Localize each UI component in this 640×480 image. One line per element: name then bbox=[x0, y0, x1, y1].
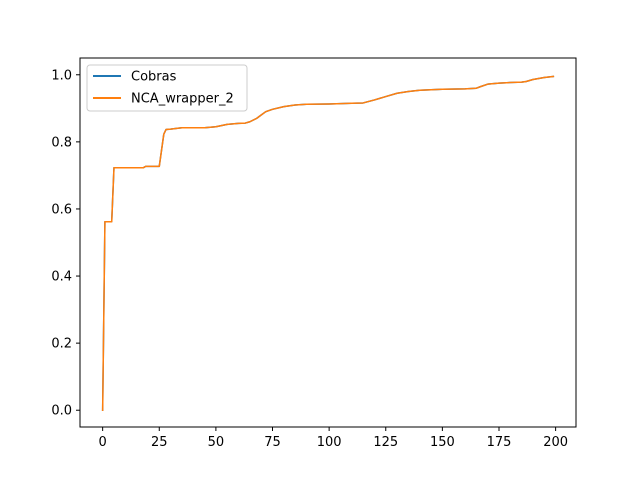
x-tick-label: 50 bbox=[208, 435, 225, 450]
x-axis: 0 25 50 75 100 125 150 175 200 bbox=[99, 427, 568, 450]
y-tick-label: 0.2 bbox=[51, 337, 72, 352]
series-layer bbox=[101, 75, 555, 411]
axes-frame bbox=[79, 57, 577, 428]
y-tick-label: 0.4 bbox=[51, 270, 72, 285]
x-tick-label: 25 bbox=[151, 435, 168, 450]
legend-label-cobras: Cobras bbox=[131, 70, 177, 85]
series-line-nca-wrapper-2 bbox=[101, 75, 555, 411]
x-tick-label: 175 bbox=[487, 435, 512, 450]
x-tick-label: 125 bbox=[373, 435, 398, 450]
legend-label-nca-wrapper-2: NCA_wrapper_2 bbox=[131, 92, 234, 107]
x-tick-label: 150 bbox=[430, 435, 455, 450]
legend: Cobras NCA_wrapper_2 bbox=[86, 64, 248, 112]
x-tick-label: 0 bbox=[99, 435, 107, 450]
y-tick-label: 1.0 bbox=[51, 68, 72, 83]
y-tick-label: 0.0 bbox=[51, 404, 72, 419]
y-tick-label: 0.8 bbox=[51, 135, 72, 150]
x-tick-label: 100 bbox=[317, 435, 342, 450]
series-line-cobras bbox=[101, 75, 555, 411]
legend-box bbox=[86, 64, 248, 112]
y-axis: 0.0 0.2 0.4 0.6 0.8 1.0 bbox=[51, 68, 80, 419]
x-tick-label: 75 bbox=[264, 435, 281, 450]
y-tick-label: 0.6 bbox=[51, 202, 72, 217]
x-tick-label: 200 bbox=[543, 435, 568, 450]
